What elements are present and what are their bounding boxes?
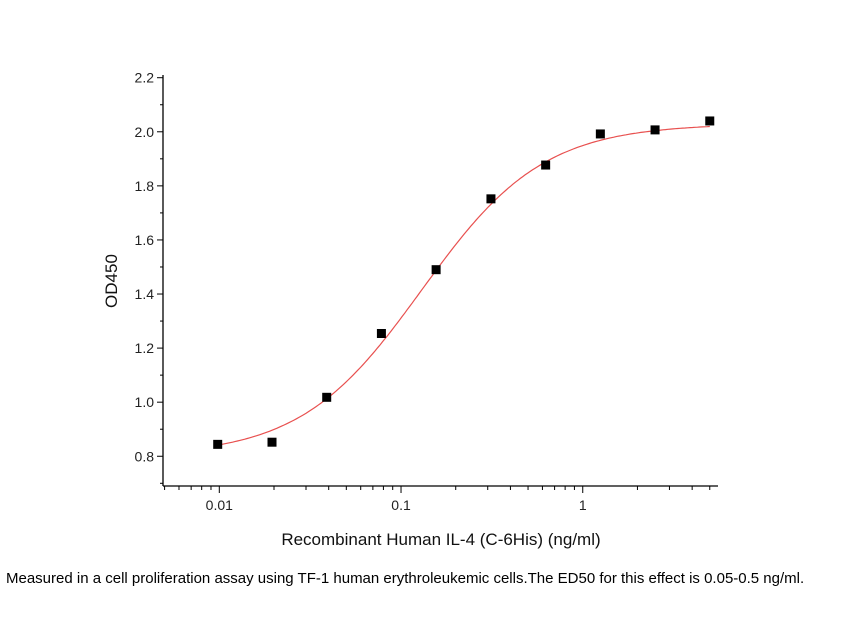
data-point <box>705 116 715 126</box>
data-point <box>595 129 605 139</box>
x-tick-label: 0.1 <box>391 497 411 513</box>
x-tick-label: 0.01 <box>206 497 233 513</box>
y-tick-label: 1.4 <box>135 286 155 302</box>
fit-curve <box>217 125 710 446</box>
x-axis-label: Recombinant Human IL-4 (C-6His) (ng/ml) <box>281 530 600 549</box>
y-tick-label: 2.2 <box>135 70 155 86</box>
dose-response-chart: 0.8 1.0 1.2 1.4 1.6 1.8 2.0 2.2 0.01 0.1 1 Recombi… <box>102 70 718 549</box>
y-tick-label: 2.0 <box>135 124 155 140</box>
y-tick-label: 1.8 <box>135 178 155 194</box>
data-point <box>431 265 441 275</box>
data-point <box>650 125 660 135</box>
y-tick-label: 1.2 <box>135 340 155 356</box>
data-point <box>376 328 386 338</box>
data-point <box>267 437 277 447</box>
data-point <box>541 160 551 170</box>
y-tick-label: 0.8 <box>135 448 155 464</box>
data-point <box>322 392 332 402</box>
figure-caption: Measured in a cell proliferation assay u… <box>6 570 805 587</box>
x-tick-label: 1 <box>579 497 587 513</box>
data-point <box>213 439 223 449</box>
y-tick-label: 1.0 <box>135 394 155 410</box>
y-tick-label: 1.6 <box>135 232 155 248</box>
data-point <box>486 194 496 204</box>
y-axis-label: OD450 <box>102 254 121 308</box>
